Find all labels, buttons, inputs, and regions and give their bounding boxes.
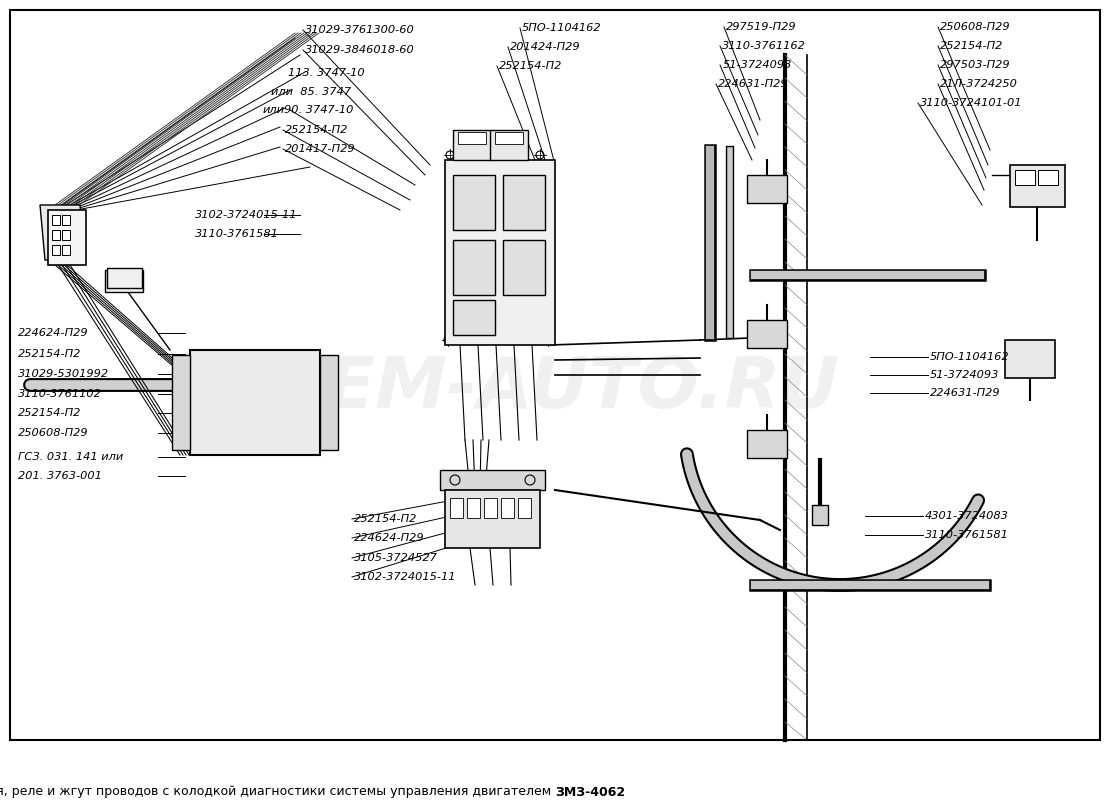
Text: или  85. 3747: или 85. 3747 bbox=[271, 87, 351, 97]
Bar bbox=[453, 130, 491, 160]
Text: 3110-3761162: 3110-3761162 bbox=[722, 41, 806, 51]
Bar bbox=[453, 300, 495, 335]
Text: 297519-П29: 297519-П29 bbox=[726, 22, 797, 32]
Text: 252154-П2: 252154-П2 bbox=[500, 61, 563, 71]
Bar bbox=[503, 175, 545, 230]
Text: 3102-3724015-11: 3102-3724015-11 bbox=[354, 572, 456, 582]
Bar bbox=[467, 498, 480, 518]
Bar bbox=[501, 498, 514, 518]
Bar bbox=[48, 210, 85, 265]
Bar bbox=[747, 320, 787, 348]
Text: 3110-3761102: 3110-3761102 bbox=[18, 389, 102, 399]
Circle shape bbox=[1016, 171, 1025, 179]
Text: 224631-П29: 224631-П29 bbox=[930, 388, 1000, 398]
Bar bbox=[52, 230, 60, 240]
Bar bbox=[747, 430, 787, 458]
Bar bbox=[453, 240, 495, 295]
Text: 250608-П29: 250608-П29 bbox=[18, 428, 89, 438]
Bar bbox=[813, 505, 828, 525]
Bar bbox=[445, 160, 555, 345]
Text: 5ПО-1104162: 5ПО-1104162 bbox=[930, 352, 1010, 362]
Text: 3105-3724527: 3105-3724527 bbox=[354, 553, 437, 563]
Text: 252154-П2: 252154-П2 bbox=[285, 125, 349, 135]
Bar bbox=[495, 132, 523, 144]
Text: 201417-П29: 201417-П29 bbox=[285, 144, 355, 154]
Text: 252154-П2: 252154-П2 bbox=[354, 514, 417, 524]
Text: 224624-П29: 224624-П29 bbox=[18, 328, 89, 338]
Bar bbox=[458, 132, 486, 144]
Text: 90. 3747-10: 90. 3747-10 bbox=[284, 105, 353, 115]
Bar bbox=[190, 350, 320, 455]
Text: ЗМЗ-4062: ЗМЗ-4062 bbox=[555, 786, 625, 799]
Text: 21Л-3724250: 21Л-3724250 bbox=[940, 79, 1018, 89]
Bar bbox=[445, 490, 539, 548]
Text: 3110-3761581: 3110-3761581 bbox=[195, 229, 279, 239]
Text: 51-3724093: 51-3724093 bbox=[930, 370, 999, 380]
Text: 252154-П2: 252154-П2 bbox=[18, 349, 81, 359]
Bar bbox=[1015, 170, 1035, 185]
Bar bbox=[1005, 340, 1054, 378]
Text: или: или bbox=[263, 105, 285, 115]
Bar bbox=[440, 470, 545, 490]
Bar bbox=[105, 270, 143, 292]
Text: 31029-3761300-60: 31029-3761300-60 bbox=[305, 25, 415, 35]
Bar bbox=[503, 240, 545, 295]
Bar bbox=[62, 230, 70, 240]
Text: 3110-3724101-01: 3110-3724101-01 bbox=[920, 98, 1022, 108]
Text: REM-AUTO.RU: REM-AUTO.RU bbox=[271, 354, 839, 424]
Bar bbox=[320, 355, 339, 450]
Bar bbox=[450, 498, 463, 518]
Bar bbox=[172, 355, 190, 450]
Bar bbox=[1038, 170, 1058, 185]
Polygon shape bbox=[40, 205, 85, 260]
Text: 224624-П29: 224624-П29 bbox=[354, 533, 425, 543]
Text: 224631-П29: 224631-П29 bbox=[718, 79, 788, 89]
Text: 297503-П29: 297503-П29 bbox=[940, 60, 1010, 70]
Bar bbox=[1010, 165, 1064, 207]
Text: 4301-3724083: 4301-3724083 bbox=[925, 511, 1009, 521]
Text: 3110-3761581: 3110-3761581 bbox=[925, 530, 1009, 540]
Text: 3102-3724015-11: 3102-3724015-11 bbox=[195, 210, 297, 220]
Bar bbox=[62, 215, 70, 225]
Bar bbox=[747, 175, 787, 203]
Text: 5ПО-1104162: 5ПО-1104162 bbox=[522, 23, 602, 33]
Bar bbox=[518, 498, 531, 518]
Bar bbox=[490, 130, 528, 160]
Text: 51-3724093: 51-3724093 bbox=[723, 60, 793, 70]
Text: 201424-П29: 201424-П29 bbox=[509, 42, 581, 52]
Bar bbox=[453, 175, 495, 230]
Bar bbox=[107, 268, 142, 288]
Text: ГСЗ. 031. 141 или: ГСЗ. 031. 141 или bbox=[18, 452, 123, 462]
Text: Рис. 85. Блок управления, реле и жгут проводов с колодкой диагностики системы уп: Рис. 85. Блок управления, реле и жгут пр… bbox=[0, 786, 555, 799]
Text: 31029-5301992: 31029-5301992 bbox=[18, 369, 109, 379]
Bar bbox=[52, 215, 60, 225]
Bar bbox=[52, 245, 60, 255]
Text: 252154-П2: 252154-П2 bbox=[18, 408, 81, 418]
Bar bbox=[62, 245, 70, 255]
Text: 113. 3747-10: 113. 3747-10 bbox=[287, 68, 364, 78]
Bar bbox=[484, 498, 497, 518]
Text: 201. 3763-001: 201. 3763-001 bbox=[18, 471, 102, 481]
Text: 252154-П2: 252154-П2 bbox=[940, 41, 1003, 51]
Text: 250608-П29: 250608-П29 bbox=[940, 22, 1010, 32]
Text: 31029-3846018-60: 31029-3846018-60 bbox=[305, 45, 415, 55]
